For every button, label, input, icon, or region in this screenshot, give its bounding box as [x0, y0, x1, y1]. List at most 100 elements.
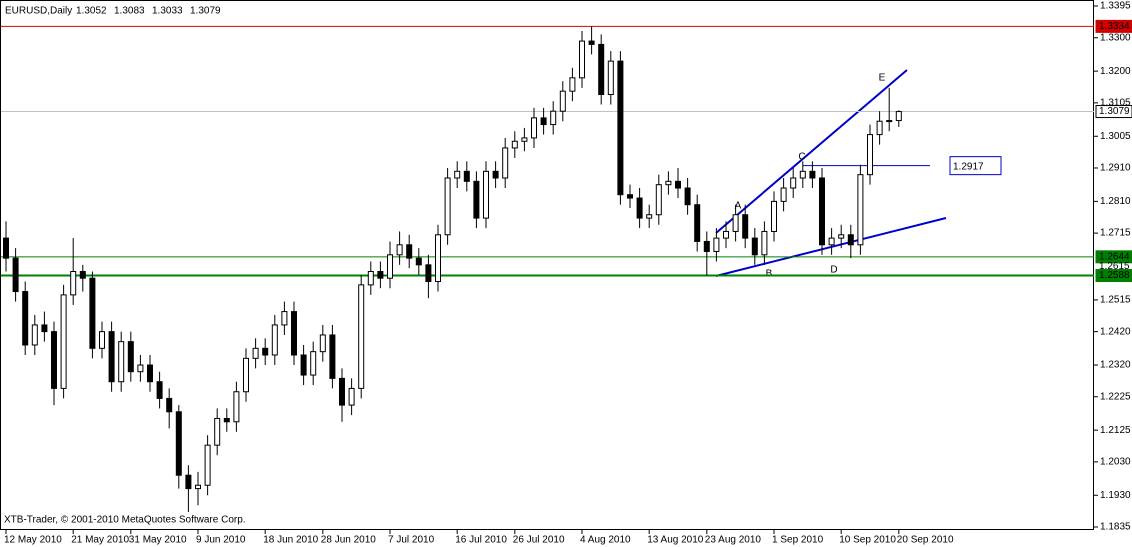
candle-body	[118, 341, 125, 383]
pattern-label: C	[798, 152, 805, 163]
x-tick-label: 21 May 2010	[71, 535, 129, 546]
y-tick-label: 1.1930	[1100, 490, 1131, 501]
y-tick-label: 1.3105	[1100, 98, 1131, 109]
pattern-label: D	[830, 265, 837, 276]
price-label: 1.2588	[1099, 270, 1130, 281]
price-label: 1.2615	[1099, 261, 1130, 272]
candle-body	[857, 174, 864, 246]
candle-body	[415, 257, 422, 266]
candle-body	[828, 237, 835, 246]
candle-body	[348, 387, 355, 406]
candle-body	[367, 271, 374, 286]
y-tick-label: 1.2420	[1100, 326, 1131, 337]
candle-body	[387, 254, 393, 279]
candle-body	[252, 347, 259, 359]
x-tick-label: 16 Jul 2010	[455, 535, 507, 546]
header-ohlc: 1.3052	[76, 6, 107, 17]
x-tick-label: 20 Sep 2010	[897, 535, 954, 546]
candle-body	[492, 170, 499, 179]
candle-body	[876, 120, 883, 136]
candle-body	[262, 347, 269, 356]
x-tick-label: 28 Jun 2010	[321, 535, 376, 546]
candle-body	[838, 234, 845, 239]
price-label: 1.3334	[1099, 21, 1130, 32]
header-ohlc: 1.3083	[114, 6, 145, 17]
x-tick-label: 7 Jul 2010	[388, 535, 435, 546]
price-label: 1.3079	[1099, 106, 1130, 117]
candle-body	[329, 334, 336, 379]
price-label: 1.2644	[1099, 251, 1130, 262]
header-ohlc: 1.3079	[190, 6, 221, 17]
candle-body	[655, 184, 662, 216]
candle-body	[444, 177, 451, 236]
candle-body	[463, 170, 470, 182]
y-tick-label: 1.3395	[1100, 1, 1131, 12]
candle-body	[799, 170, 806, 179]
candle-body	[396, 244, 403, 256]
candle-body	[886, 120, 893, 123]
candle-body	[790, 177, 797, 189]
trend-line	[715, 217, 947, 277]
candle-body	[79, 271, 86, 279]
candle-body	[588, 40, 595, 45]
candle-body	[12, 257, 19, 293]
y-tick-label: 1.2910	[1100, 163, 1131, 174]
candle-body	[867, 134, 873, 176]
candle-body	[771, 200, 777, 232]
copyright: XTB-Trader, © 2001-2010 MetaQuotes Softw…	[4, 515, 246, 526]
candle-body	[483, 170, 489, 219]
x-tick-label: 18 Jun 2010	[263, 535, 318, 546]
y-tick-label: 1.2225	[1100, 391, 1131, 402]
y-tick-label: 1.2810	[1100, 196, 1131, 207]
candle-body	[300, 354, 307, 376]
candle-body	[60, 294, 67, 389]
pattern-label: A	[735, 201, 742, 212]
x-tick-label: 12 May 2010	[4, 535, 62, 546]
candle-body	[502, 147, 509, 179]
candle-body	[204, 444, 211, 486]
price-label-box	[1095, 269, 1132, 283]
y-tick-label: 1.2515	[1100, 295, 1131, 306]
candle-body	[185, 474, 192, 490]
candle-body	[665, 180, 672, 186]
candle-body	[684, 187, 691, 206]
candle-body	[195, 484, 201, 490]
candle-body	[550, 110, 557, 126]
candle-body	[723, 230, 729, 239]
candle-body	[473, 180, 480, 219]
x-tick-label: 9 Jun 2010	[196, 535, 246, 546]
candle-body	[147, 364, 153, 383]
candle-body	[377, 271, 384, 279]
candle-body	[243, 357, 249, 393]
x-tick-label: 26 Jul 2010	[513, 535, 565, 546]
candle-body	[675, 180, 681, 189]
candle-body	[694, 204, 701, 242]
level-label: 1.2917	[953, 161, 984, 172]
candle-body	[291, 311, 297, 356]
y-tick-label: 1.3005	[1100, 131, 1131, 142]
candle-body	[819, 177, 825, 246]
price-label-box	[1095, 19, 1132, 33]
candle-body	[22, 291, 29, 346]
candle-body	[713, 237, 720, 252]
candle-body	[617, 60, 624, 196]
price-label-box	[1095, 105, 1132, 119]
candle-body	[531, 117, 537, 139]
chart-title: EURUSD,Daily	[5, 6, 72, 17]
candle-body	[51, 331, 57, 389]
candle-body	[358, 284, 365, 389]
candle-body	[425, 264, 432, 283]
level-box	[949, 156, 1002, 176]
candle-body	[627, 194, 633, 199]
x-tick-label: 10 Sep 2010	[839, 535, 896, 546]
candle-body	[780, 187, 787, 202]
candle-body	[598, 43, 605, 96]
candle-body	[70, 271, 77, 296]
x-tick-label: 4 Aug 2010	[580, 535, 631, 546]
candle-body	[742, 214, 749, 239]
y-tick-label: 1.3300	[1100, 32, 1131, 43]
candle-body	[703, 240, 710, 252]
candle-body	[895, 111, 902, 122]
candle-body	[166, 397, 173, 413]
